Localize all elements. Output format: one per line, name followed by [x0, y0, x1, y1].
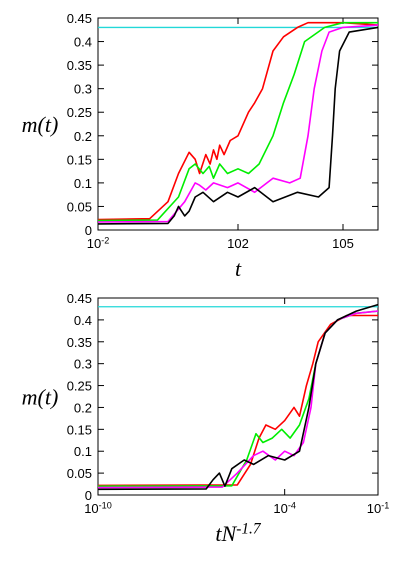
x-tick-label: 10-4: [273, 500, 296, 516]
series-line: [97, 310, 379, 487]
y-tick-label: 0.05: [67, 466, 92, 481]
series-line: [97, 21, 378, 222]
plot-frame: [97, 297, 379, 496]
x-tick-label: 102: [227, 236, 249, 251]
y-tick-label: 0.3: [74, 357, 92, 372]
y-tick-label: 0.4: [74, 313, 92, 328]
y-tick-label: 0: [85, 223, 92, 238]
y-tick-label: 0.2: [74, 400, 92, 415]
series-line: [97, 21, 379, 221]
y-tick-label: 0.25: [67, 379, 92, 394]
y-tick-label: 0.45: [67, 11, 92, 26]
y-tick-label: 0.1: [74, 444, 92, 459]
y-tick-label: 0.1: [74, 176, 92, 191]
series-line: [97, 310, 379, 489]
series-line: [97, 303, 379, 491]
y-tick-label: 0.35: [67, 58, 92, 73]
y-tick-label: 0.45: [67, 291, 92, 306]
y-tick-label: 0.2: [74, 129, 92, 144]
y-tick-label: 0: [85, 488, 92, 503]
y-tick-label: 0.15: [67, 422, 92, 437]
y-tick-label: 0.15: [67, 152, 92, 167]
x-tick-label: 10-2: [87, 235, 110, 251]
y-axis-label: m(t): [22, 385, 59, 410]
series-line: [97, 314, 378, 487]
series-line: [97, 26, 379, 225]
x-axis-label: tN-1.7: [215, 520, 261, 546]
y-tick-label: 0.4: [74, 35, 92, 50]
y-tick-label: 0.25: [67, 105, 92, 120]
y-tick-label: 0.05: [67, 199, 92, 214]
y-tick-label: 0.35: [67, 335, 92, 350]
x-axis-label: t: [235, 256, 242, 281]
plot-frame: [97, 17, 379, 231]
y-axis-label: m(t): [22, 112, 59, 137]
series-line: [97, 24, 379, 223]
y-tick-label: 0.3: [74, 82, 92, 97]
x-tick-label: 10-1: [367, 500, 390, 516]
x-tick-label: 10-10: [84, 500, 112, 516]
x-tick-label: 105: [332, 236, 354, 251]
